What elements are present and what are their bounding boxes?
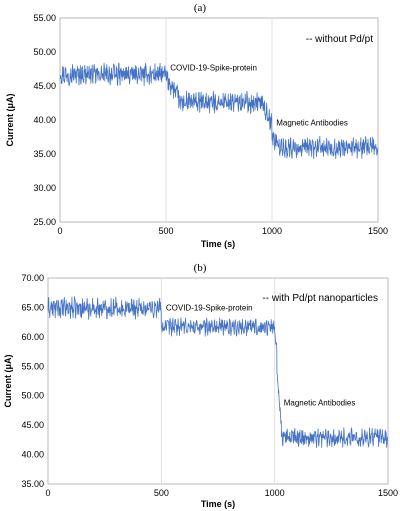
x-ticks-b: 0 500 1000 1500 <box>45 488 398 498</box>
x-ticks-a: 0 500 1000 1500 <box>57 226 388 236</box>
y-tick-label-60.00-b: 60.00 <box>21 332 44 342</box>
y-tick-label-40.00-a: 40.00 <box>33 115 56 125</box>
y-tick-label-35.00-b: 35.00 <box>21 479 44 489</box>
y-tick-label-45.00-a: 45.00 <box>33 81 56 91</box>
x-tick-label-0-a: 0 <box>57 226 62 236</box>
plot-frame-a <box>59 17 379 223</box>
annotation-2-a: Magnetic Antibodies <box>276 118 348 127</box>
plot-frame-b <box>47 277 389 485</box>
panel-label-b: (b) <box>194 262 207 274</box>
x-axis-title-b: Time (s) <box>201 499 235 509</box>
legend-b: -- with Pd/pt nanoparticles <box>262 293 378 304</box>
y-tick-label-65.00-b: 65.00 <box>21 302 44 312</box>
annotation-1-b: COVID-19-Spike-protein <box>166 303 253 312</box>
x-tick-label-500-b: 500 <box>154 488 169 498</box>
y-tick-label-45.00-b: 45.00 <box>21 420 44 430</box>
y-tick-label-50.00-a: 50.00 <box>33 47 56 57</box>
annotations-a: COVID-19-Spike-protein Magnetic Antibodie… <box>170 63 348 127</box>
x-axis-title-a: Time (s) <box>201 239 235 249</box>
grid-a <box>165 18 273 222</box>
panel-label-a: (a) <box>194 2 207 14</box>
y-tick-label-55.00-a: 55.00 <box>33 13 56 23</box>
y-axis-title-b: Current (μA) <box>3 354 13 407</box>
legend-a: -- without Pd/pt <box>306 34 373 45</box>
y-tick-label-30.00-a: 30.00 <box>33 183 56 193</box>
y-axis-title-a: Current (μA) <box>5 93 15 146</box>
y-tick-label-50.00-b: 50.00 <box>21 391 44 401</box>
annotation-2-b: Magnetic Antibodies <box>284 399 356 408</box>
x-tick-label-500-a: 500 <box>158 226 173 236</box>
y-tick-label-25.00-a: 25.00 <box>33 217 56 227</box>
annotations-b: COVID-19-Spike-protein Magnetic Antibodie… <box>166 303 355 407</box>
series-line-b <box>47 296 388 449</box>
y-tick-label-70.00-b: 70.00 <box>21 273 44 283</box>
series-layer-a <box>59 62 379 160</box>
chart-panel-b: (b) 35.00 40.00 45.00 50.00 55.00 60.00 65.00 7… <box>3 262 398 509</box>
y-ticks-a: 25.00 30.00 35.00 40.00 45.00 50.00 55.00 <box>33 13 56 227</box>
x-tick-label-1000-a: 1000 <box>262 226 282 236</box>
y-tick-label-40.00-b: 40.00 <box>21 450 44 460</box>
series-layer-b <box>47 296 388 449</box>
x-tick-label-1000-b: 1000 <box>265 488 285 498</box>
series-line-a <box>59 62 379 160</box>
y-tick-label-35.00-a: 35.00 <box>33 149 56 159</box>
annotation-1-a: COVID-19-Spike-protein <box>170 63 257 72</box>
chart-panel-a: (a) 25.0030.0035.0040.0045.0050.0055.00 … <box>5 2 388 249</box>
x-tick-label-1500-b: 1500 <box>378 488 398 498</box>
y-ticks-b: 35.00 40.00 45.00 50.00 55.00 60.00 65.00 70.00 <box>21 273 44 489</box>
x-tick-label-0-b: 0 <box>45 488 50 498</box>
y-tick-label-55.00-b: 55.00 <box>21 361 44 371</box>
x-tick-label-1500-a: 1500 <box>368 226 388 236</box>
